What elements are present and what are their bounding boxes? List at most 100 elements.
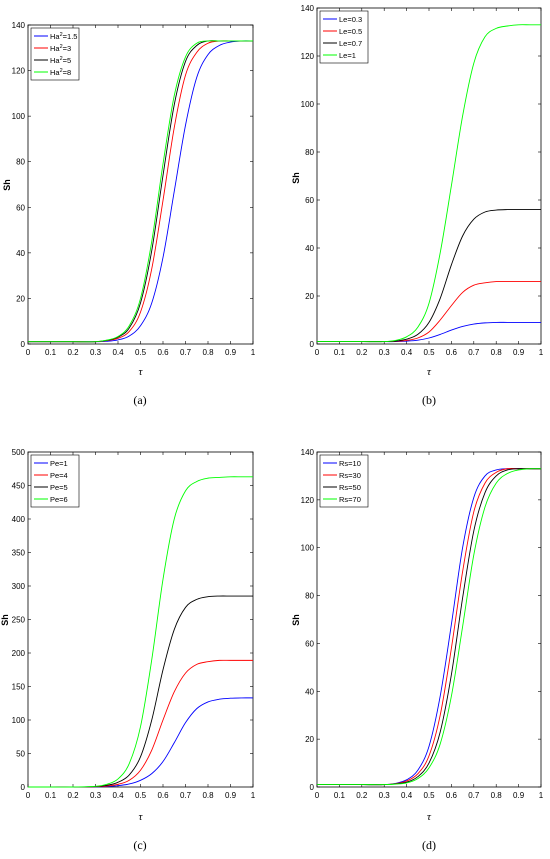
legend-entry: Pe=1: [50, 459, 68, 468]
x-tick-label: 0: [26, 348, 31, 357]
legend-entry: Pe=6: [50, 495, 68, 504]
x-tick-label: 0.6: [446, 348, 458, 357]
y-tick-label: 400: [12, 515, 26, 524]
y-tick-label: 140: [301, 4, 315, 13]
series-line: [317, 24, 541, 343]
legend-entry: Ha2=3: [50, 44, 71, 53]
legend-entry: Ha2=5: [50, 56, 71, 65]
legend-entry: Pe=5: [50, 483, 68, 492]
y-tick-label: 60: [16, 203, 25, 212]
y-tick-label: 0: [21, 340, 26, 349]
y-axis-label: Sh: [0, 614, 10, 626]
y-tick-label: 140: [301, 448, 315, 457]
legend-box: [30, 454, 80, 508]
y-tick-label: 80: [16, 158, 25, 167]
x-tick-label: 0.6: [157, 348, 169, 357]
x-tick-label: 0.3: [379, 348, 391, 357]
legend-entry: Le=0.7: [339, 39, 362, 48]
x-tick-label: 0.1: [45, 791, 57, 800]
x-tick-label: 0.4: [401, 791, 413, 800]
y-tick-label: 100: [301, 544, 315, 553]
y-tick-label: 100: [12, 112, 26, 121]
y-tick-label: 100: [301, 100, 315, 109]
y-axis-label: Sh: [291, 614, 301, 626]
x-tick-label: 0.2: [356, 348, 368, 357]
x-tick-label: 0.8: [491, 791, 503, 800]
x-tick-label: 0.3: [90, 348, 102, 357]
legend-entry: Le=0.5: [339, 27, 362, 36]
x-tick-label: 0.4: [401, 348, 413, 357]
x-axis-label: τ: [139, 811, 144, 823]
x-axis-label: τ: [427, 366, 432, 378]
y-tick-label: 100: [12, 716, 26, 725]
x-tick-label: 0.2: [67, 791, 79, 800]
x-tick-label: 0.7: [468, 791, 480, 800]
y-tick-label: 60: [305, 196, 314, 205]
y-tick-label: 350: [12, 549, 26, 558]
panel-caption: (b): [422, 393, 436, 407]
y-tick-label: 80: [305, 592, 314, 601]
y-tick-label: 20: [305, 735, 314, 744]
x-tick-label: 1: [539, 348, 544, 357]
x-tick-label: 0.5: [423, 791, 435, 800]
y-tick-label: 150: [12, 683, 26, 692]
x-tick-label: 0.4: [112, 348, 124, 357]
x-tick-label: 0.7: [180, 791, 192, 800]
x-tick-label: 0.3: [379, 791, 391, 800]
x-tick-label: 0.9: [225, 348, 237, 357]
y-tick-label: 0: [310, 783, 315, 792]
plot-area: [27, 451, 254, 788]
x-tick-label: 0.1: [334, 348, 346, 357]
y-tick-label: 50: [16, 750, 25, 759]
legend-box: [319, 10, 369, 64]
y-tick-label: 300: [12, 582, 26, 591]
x-tick-label: 0.6: [157, 791, 169, 800]
y-tick-label: 80: [305, 148, 314, 157]
x-tick-label: 0.4: [112, 791, 124, 800]
x-tick-label: 0.8: [491, 348, 503, 357]
y-tick-label: 120: [301, 496, 315, 505]
y-tick-label: 120: [12, 67, 26, 76]
x-tick-label: 0.5: [135, 348, 147, 357]
x-tick-label: 0.9: [513, 791, 525, 800]
x-tick-label: 0.8: [202, 791, 214, 800]
legend-entry: Rs=10: [339, 459, 361, 468]
panel-caption: (c): [133, 838, 146, 852]
legend-entry: Le=0.3: [339, 15, 362, 24]
series-line: [316, 468, 542, 786]
legend-entry: Le=1: [339, 51, 356, 60]
x-tick-label: 0.7: [468, 348, 480, 357]
chart-panel-4: 0 0.1 0.2 0.3 0.4 0.5 0.6 0.7 0.8 0.9 1 0 20 40 60 80 10…: [291, 448, 544, 852]
x-tick-label: 0.6: [446, 791, 458, 800]
legend-box: [30, 27, 80, 81]
y-tick-label: 200: [12, 649, 26, 658]
x-tick-label: 0.2: [356, 791, 368, 800]
chart-panel-1: 0 0.1 0.2 0.3 0.4 0.5 0.6 0.7 0.8 0.9 1 0 20 40 60 80 10…: [2, 21, 256, 407]
x-tick-label: 0.2: [67, 348, 79, 357]
legend-entry: Ha2=1.5: [50, 32, 77, 41]
legend-entry: Rs=50: [339, 483, 361, 492]
y-tick-label: 0: [310, 340, 315, 349]
legend-entry: Ha2=8: [50, 68, 71, 77]
panel-caption: (a): [133, 393, 146, 407]
y-tick-label: 500: [12, 448, 26, 457]
x-tick-label: 0: [315, 791, 320, 800]
chart-panel-2: 0 0.1 0.2 0.3 0.4 0.5 0.6 0.7 0.8 0.9 1 0 20 40 60 80 10…: [291, 4, 544, 407]
x-tick-label: 0.9: [513, 348, 525, 357]
y-tick-label: 60: [305, 639, 314, 648]
x-tick-label: 0.9: [225, 791, 237, 800]
x-axis-label: τ: [139, 366, 144, 378]
y-tick-label: 0: [21, 783, 26, 792]
x-tick-label: 0.5: [423, 348, 435, 357]
x-tick-label: 1: [251, 348, 256, 357]
y-tick-label: 20: [305, 292, 314, 301]
y-tick-label: 120: [301, 52, 315, 61]
x-tick-label: 1: [251, 791, 256, 800]
y-tick-label: 40: [305, 244, 314, 253]
legend-entry: Pe=4: [50, 471, 68, 480]
x-tick-label: 1: [539, 791, 544, 800]
y-axis-label: Sh: [291, 172, 301, 184]
legend-entry: Rs=30: [339, 471, 361, 480]
y-tick-label: 40: [16, 249, 25, 258]
